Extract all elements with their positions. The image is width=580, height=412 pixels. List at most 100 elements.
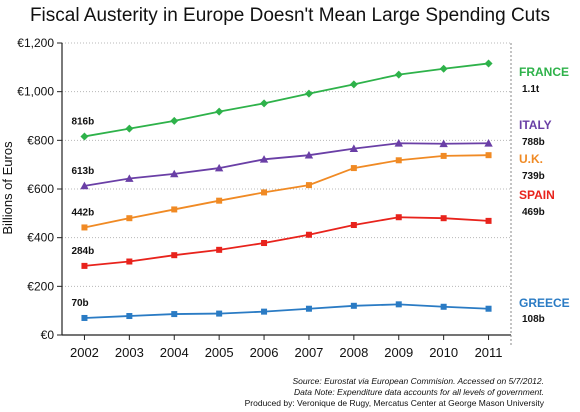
- data-point: [395, 157, 402, 164]
- data-point: [171, 311, 178, 318]
- data-point: [440, 152, 447, 159]
- data-point: [395, 214, 402, 221]
- data-point: [170, 169, 179, 178]
- series-line: [84, 216, 489, 267]
- data-point: [440, 303, 447, 310]
- x-tick-label: 2008: [339, 345, 368, 360]
- x-axis-ticks: 2002 2003 2004 2005 2006 2007 2008 2009 2010 2011: [70, 345, 503, 360]
- data-point: [439, 139, 448, 148]
- y-tick-label: €600: [27, 182, 54, 196]
- data-point: [215, 107, 224, 116]
- y-axis-ticks: €0 €200 €400 €600 €800 €1,000 €1,200: [17, 36, 54, 342]
- legend-end-value: 739b: [522, 171, 545, 182]
- legend-name: GREECE: [519, 296, 570, 310]
- grid-lines: [62, 42, 511, 287]
- data-point: [485, 217, 492, 224]
- data-point: [125, 174, 134, 182]
- series-uk: 442b: [71, 152, 492, 231]
- legend-name: U.K.: [519, 152, 543, 166]
- start-value-label: 70b: [71, 298, 88, 309]
- data-point: [440, 215, 447, 222]
- data-point: [349, 144, 359, 152]
- series-group: 816b 613b 442b 284b 70b: [71, 59, 493, 321]
- legend-end-value: 108b: [522, 314, 545, 325]
- legend-name: ITALY: [519, 118, 552, 132]
- data-note: Data Note: Expenditure data accounts for…: [294, 387, 544, 397]
- series-line: [84, 62, 489, 138]
- y-tick-label: €400: [27, 231, 54, 245]
- data-point: [484, 59, 493, 68]
- series-line: [84, 142, 489, 187]
- data-point: [125, 124, 134, 133]
- data-point: [214, 163, 224, 172]
- x-tick-label: 2003: [115, 345, 144, 360]
- series-line: [84, 154, 489, 229]
- data-point: [80, 181, 89, 190]
- data-point: [350, 302, 357, 309]
- legend-end-value: 469b: [522, 207, 545, 218]
- data-point: [261, 240, 268, 247]
- data-point: [171, 206, 178, 213]
- series-france: 816b: [71, 59, 493, 141]
- data-point: [170, 116, 179, 125]
- x-tick-label: 2002: [70, 345, 99, 360]
- y-tick-label: €200: [27, 279, 54, 293]
- data-point: [171, 252, 178, 259]
- y-tick-label: €1,200: [17, 36, 54, 50]
- legend-name: FRANCE: [519, 65, 569, 79]
- x-tick-label: 2009: [384, 345, 413, 360]
- y-axis-label: Billions of Euros: [0, 141, 15, 235]
- y-tick-label: €800: [27, 133, 54, 147]
- data-point: [216, 197, 223, 204]
- data-point: [439, 64, 448, 73]
- start-value-label: 613b: [71, 166, 94, 177]
- data-point: [261, 189, 268, 196]
- x-tick-label: 2011: [475, 345, 503, 360]
- data-point: [304, 150, 314, 159]
- data-point: [261, 308, 268, 315]
- data-point: [80, 132, 89, 141]
- series-spain: 284b: [71, 214, 492, 269]
- data-point: [260, 99, 269, 108]
- data-point: [216, 246, 223, 253]
- data-point: [485, 152, 492, 159]
- data-point: [304, 89, 313, 98]
- data-point: [350, 165, 357, 172]
- data-point: [305, 231, 312, 238]
- legend-end-value: 788b: [522, 137, 545, 148]
- data-point: [81, 262, 88, 269]
- legend-name: SPAIN: [519, 188, 555, 202]
- data-point: [126, 215, 133, 222]
- series-italy: 613b: [71, 139, 493, 190]
- start-value-label: 442b: [71, 207, 94, 218]
- series-line: [84, 303, 489, 319]
- data-point: [395, 301, 402, 308]
- x-tick-label: 2007: [294, 345, 323, 360]
- y-tick-label: €0: [41, 328, 55, 342]
- data-point: [350, 222, 357, 229]
- credit-note: Produced by: Veronique de Rugy, Mercatus…: [244, 398, 544, 408]
- data-point: [126, 258, 133, 265]
- data-point: [81, 224, 88, 231]
- axes: [57, 42, 512, 347]
- data-point: [126, 313, 133, 320]
- data-point: [484, 139, 493, 147]
- start-value-label: 284b: [71, 246, 94, 257]
- start-value-label: 816b: [71, 116, 94, 127]
- data-point: [305, 305, 312, 312]
- data-point: [216, 310, 223, 317]
- legend-end-value: 1.1t: [522, 84, 540, 95]
- data-point: [485, 305, 492, 312]
- data-point: [394, 70, 403, 79]
- x-tick-label: 2010: [429, 345, 458, 360]
- data-point: [259, 155, 269, 163]
- series-greece: 70b: [71, 298, 492, 321]
- data-point: [349, 80, 358, 89]
- x-tick-label: 2004: [160, 345, 189, 360]
- source-note: Source: Eurostat via European Commision.…: [292, 376, 544, 386]
- data-point: [81, 314, 88, 321]
- data-point: [305, 182, 312, 189]
- x-tick-label: 2005: [205, 345, 234, 360]
- data-point: [394, 139, 403, 147]
